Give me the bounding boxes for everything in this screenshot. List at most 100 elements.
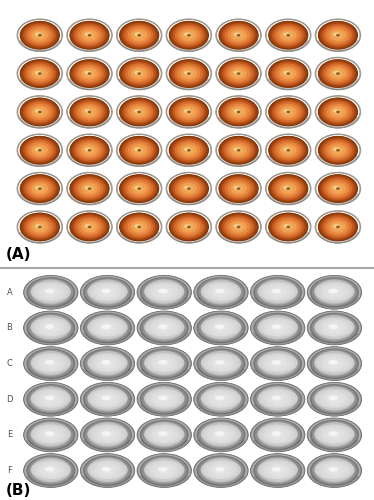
- Circle shape: [318, 212, 358, 242]
- Circle shape: [31, 422, 71, 448]
- Circle shape: [286, 226, 290, 228]
- Wedge shape: [18, 117, 61, 128]
- Wedge shape: [316, 155, 359, 166]
- Wedge shape: [267, 40, 310, 52]
- Circle shape: [38, 188, 42, 190]
- Circle shape: [175, 178, 203, 199]
- Circle shape: [22, 176, 58, 202]
- Circle shape: [201, 458, 240, 482]
- Circle shape: [322, 62, 355, 86]
- Wedge shape: [217, 155, 260, 166]
- Ellipse shape: [158, 396, 168, 400]
- Circle shape: [24, 418, 78, 452]
- Ellipse shape: [272, 288, 281, 294]
- Circle shape: [71, 137, 108, 164]
- Circle shape: [162, 398, 167, 401]
- Circle shape: [268, 59, 308, 88]
- Circle shape: [151, 284, 178, 301]
- Circle shape: [73, 215, 106, 238]
- Circle shape: [194, 382, 248, 416]
- Circle shape: [45, 431, 57, 439]
- Circle shape: [308, 418, 361, 451]
- Wedge shape: [316, 232, 359, 243]
- Ellipse shape: [134, 71, 141, 74]
- Text: (A): (A): [6, 247, 31, 262]
- Circle shape: [252, 418, 304, 451]
- Circle shape: [277, 219, 300, 235]
- Circle shape: [274, 25, 303, 46]
- Circle shape: [332, 469, 337, 472]
- Circle shape: [177, 180, 200, 197]
- Wedge shape: [316, 40, 359, 52]
- Circle shape: [123, 24, 156, 47]
- Circle shape: [70, 21, 110, 50]
- Circle shape: [172, 62, 205, 86]
- Wedge shape: [140, 368, 189, 380]
- Ellipse shape: [144, 424, 185, 444]
- Circle shape: [181, 106, 197, 118]
- Circle shape: [147, 318, 181, 338]
- Ellipse shape: [314, 389, 355, 407]
- Circle shape: [25, 454, 77, 487]
- Ellipse shape: [200, 389, 241, 407]
- Circle shape: [81, 144, 98, 156]
- Circle shape: [137, 382, 191, 416]
- Wedge shape: [253, 297, 302, 308]
- Circle shape: [94, 320, 121, 336]
- Circle shape: [261, 388, 295, 410]
- Text: F: F: [7, 466, 12, 475]
- Ellipse shape: [134, 109, 141, 112]
- Circle shape: [314, 422, 355, 448]
- Circle shape: [48, 326, 53, 330]
- Circle shape: [135, 186, 144, 192]
- Ellipse shape: [184, 32, 190, 36]
- Wedge shape: [140, 297, 189, 308]
- Circle shape: [88, 280, 128, 305]
- Circle shape: [26, 217, 54, 237]
- Circle shape: [162, 433, 167, 436]
- Circle shape: [26, 456, 75, 486]
- Circle shape: [20, 136, 59, 164]
- Circle shape: [70, 212, 110, 242]
- Wedge shape: [140, 440, 189, 451]
- Circle shape: [318, 136, 358, 164]
- Wedge shape: [118, 232, 161, 243]
- Circle shape: [88, 226, 91, 228]
- Circle shape: [224, 140, 253, 160]
- Circle shape: [26, 348, 75, 379]
- Circle shape: [91, 318, 125, 338]
- Circle shape: [196, 348, 245, 379]
- Circle shape: [135, 147, 144, 154]
- Circle shape: [88, 350, 127, 375]
- Circle shape: [283, 147, 293, 154]
- Circle shape: [91, 282, 125, 303]
- Circle shape: [253, 384, 302, 414]
- Circle shape: [196, 456, 245, 486]
- Wedge shape: [26, 297, 76, 308]
- Ellipse shape: [45, 288, 54, 294]
- Circle shape: [195, 454, 247, 487]
- Circle shape: [336, 34, 340, 36]
- Circle shape: [255, 385, 300, 414]
- Circle shape: [151, 355, 178, 372]
- Circle shape: [151, 462, 178, 479]
- Circle shape: [312, 350, 357, 378]
- Circle shape: [20, 98, 59, 126]
- Circle shape: [145, 386, 184, 411]
- Circle shape: [310, 456, 359, 486]
- Circle shape: [333, 32, 343, 38]
- Circle shape: [283, 224, 293, 230]
- Circle shape: [144, 351, 184, 376]
- Circle shape: [158, 324, 171, 332]
- Circle shape: [258, 458, 297, 482]
- Ellipse shape: [333, 224, 339, 228]
- Circle shape: [131, 144, 147, 156]
- Circle shape: [194, 276, 248, 309]
- Circle shape: [272, 396, 284, 403]
- Ellipse shape: [200, 318, 241, 336]
- Circle shape: [227, 142, 250, 158]
- Ellipse shape: [333, 186, 339, 190]
- Wedge shape: [253, 404, 302, 415]
- Circle shape: [177, 219, 200, 235]
- Circle shape: [286, 72, 290, 75]
